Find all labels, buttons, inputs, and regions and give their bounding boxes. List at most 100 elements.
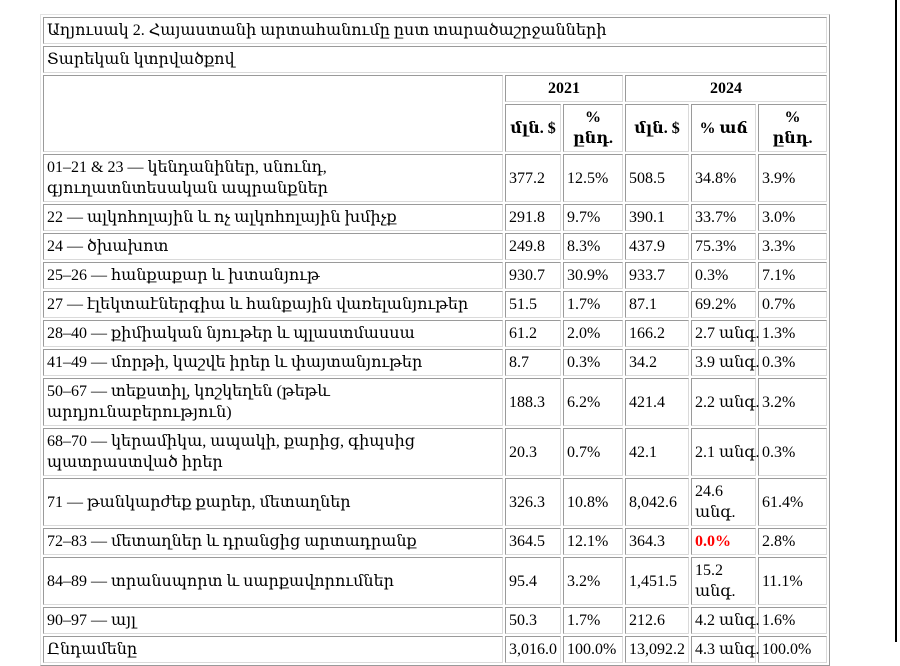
value-2024-mln: 34.2: [625, 349, 689, 376]
row-label: 24 — ծխախոտ: [43, 233, 503, 260]
year-header-2021: 2021: [505, 75, 623, 102]
row-label: 01–21 & 23 — կենդանիներ, սնունդ, գյուղատ…: [43, 154, 503, 202]
col-header-2021-mln: մլն. $: [505, 104, 561, 152]
value-2024-growth-zero-highlight: 0.0%: [691, 528, 756, 555]
table-row: 41–49 — մորթի, կաշվե իրեր և փայտանյութեր…: [43, 349, 828, 376]
value-2024-mln: 364.3: [625, 528, 689, 555]
table-title: Աղյուսակ 2. Հայաստանի արտահանումը ըստ տա…: [43, 17, 828, 44]
exports-by-commodity-table: Աղյուսակ 2. Հայաստանի արտահանումը ըստ տա…: [40, 14, 831, 666]
total-2024-mln: 13,092.2: [625, 636, 689, 663]
window-edge-line: [895, 0, 897, 642]
value-2024-share: 1.6%: [758, 607, 828, 634]
value-2024-mln: 1,451.5: [625, 557, 689, 605]
value-2021-mln: 249.8: [505, 233, 561, 260]
value-2024-share: 0.7%: [758, 291, 828, 318]
value-2021-share: 8.3%: [563, 233, 623, 260]
table-row: 25–26 — հանքաքար և խտանյութ 930.7 30.9% …: [43, 262, 828, 289]
corner-empty-cell: [43, 75, 503, 152]
value-2021-mln: 326.3: [505, 478, 561, 526]
value-2021-share: 10.8%: [563, 478, 623, 526]
row-label: 90–97 — այլ: [43, 607, 503, 634]
value-2024-share: 61.4%: [758, 478, 828, 526]
value-2021-share: 12.5%: [563, 154, 623, 202]
value-2021-share: 12.1%: [563, 528, 623, 555]
value-2021-share: 2.0%: [563, 320, 623, 347]
total-2021-share: 100.0%: [563, 636, 623, 663]
row-label: 71 — թանկարժեք քարեր, մետաղներ: [43, 478, 503, 526]
value-2024-growth: 75.3%: [691, 233, 756, 260]
value-2024-mln: 212.6: [625, 607, 689, 634]
value-2021-share: 30.9%: [563, 262, 623, 289]
total-row: Ընդամենը 3,016.0 100.0% 13,092.2 4.3 անգ…: [43, 636, 828, 663]
total-label: Ընդամենը: [43, 636, 503, 663]
table-row: 71 — թանկարժեք քարեր, մետաղներ 326.3 10.…: [43, 478, 828, 526]
value-2024-share: 11.1%: [758, 557, 828, 605]
table-subtitle: Տարեկան կտրվածքով: [43, 46, 828, 73]
value-2021-mln: 377.2: [505, 154, 561, 202]
value-2024-growth: 2.1 անգ.: [691, 428, 759, 476]
value-2021-mln: 8.7: [505, 349, 561, 376]
table-row: 27 — էլեկտաէներգիա և հանքային վառելանյու…: [43, 291, 828, 318]
value-2021-mln: 51.5: [505, 291, 561, 318]
row-label: 68–70 — կերամիկա, ապակի, քարից, գիպսից պ…: [43, 428, 503, 476]
value-2024-mln: 390.1: [625, 204, 689, 231]
row-label: 84–89 — տրանսպորտ և սարքավորումներ: [43, 557, 503, 605]
table-row: 01–21 & 23 — կենդանիներ, սնունդ, գյուղատ…: [43, 154, 828, 202]
value-2021-share: 1.7%: [563, 607, 623, 634]
value-2021-share: 0.7%: [563, 428, 623, 476]
row-label: 41–49 — մորթի, կաշվե իրեր և փայտանյութեր: [43, 349, 503, 376]
value-2024-share: 3.0%: [758, 204, 828, 231]
table-row: 84–89 — տրանսպորտ և սարքավորումներ 95.4 …: [43, 557, 828, 605]
value-2021-mln: 61.2: [505, 320, 561, 347]
value-2024-mln: 508.5: [625, 154, 689, 202]
year-header-row: 2021 2024: [43, 75, 828, 152]
value-2024-share: 0.3%: [758, 349, 828, 376]
page: Աղյուսակ 2. Հայաստանի արտահանումը ըստ տա…: [40, 14, 831, 666]
value-2024-growth: 2.7 անգ.: [691, 320, 759, 347]
value-2024-mln: 166.2: [625, 320, 689, 347]
value-2024-mln: 87.1: [625, 291, 689, 318]
value-2024-share: 7.1%: [758, 262, 828, 289]
value-2021-mln: 50.3: [505, 607, 561, 634]
col-header-2024-mln: մլն. $: [625, 104, 689, 152]
value-2021-share: 1.7%: [563, 291, 623, 318]
value-2021-share: 3.2%: [563, 557, 623, 605]
value-2021-mln: 930.7: [505, 262, 561, 289]
value-2024-growth: 3.9 անգ.: [691, 349, 759, 376]
value-2024-growth: 33.7%: [691, 204, 756, 231]
year-header-2024: 2024: [625, 75, 828, 102]
value-2021-mln: 188.3: [505, 378, 561, 426]
value-2021-mln: 364.5: [505, 528, 561, 555]
value-2024-growth: 0.3%: [691, 262, 756, 289]
value-2024-growth: 15.2 անգ.: [691, 557, 756, 605]
total-2024-share: 100.0%: [758, 636, 828, 663]
row-label: 72–83 — մետաղներ և դրանցից արտադրանք: [43, 528, 503, 555]
value-2024-growth: 69.2%: [691, 291, 756, 318]
total-2024-growth: 4.3 անգ.: [691, 636, 759, 663]
value-2024-growth: 4.2 անգ.: [691, 607, 759, 634]
value-2024-growth: 34.8%: [691, 154, 756, 202]
value-2021-mln: 20.3: [505, 428, 561, 476]
value-2021-share: 9.7%: [563, 204, 623, 231]
value-2024-share: 3.3%: [758, 233, 828, 260]
row-label: 27 — էլեկտաէներգիա և հանքային վառելանյու…: [43, 291, 503, 318]
row-label: 25–26 — հանքաքար և խտանյութ: [43, 262, 503, 289]
row-label: 50–67 — տեքստիլ, կոշկեղեն (թեթև արդյունա…: [43, 378, 503, 426]
value-2024-mln: 8,042.6: [625, 478, 689, 526]
col-header-2021-share: % ընդ.: [563, 104, 623, 152]
column-header-row: մլն. $ % ընդ. մլն. $ % աճ % ընդ.: [43, 104, 828, 152]
value-2024-mln: 933.7: [625, 262, 689, 289]
table-row: 22 — ալկոհոլային և ոչ ալկոհոլային խմիչք …: [43, 204, 828, 231]
table-row: 72–83 — մետաղներ և դրանցից արտադրանք 364…: [43, 528, 828, 555]
value-2024-share: 2.8%: [758, 528, 828, 555]
value-2021-mln: 95.4: [505, 557, 561, 605]
subtitle-row: Տարեկան կտրվածքով: [43, 46, 828, 73]
value-2024-share: 0.3%: [758, 428, 828, 476]
total-2021-mln: 3,016.0: [505, 636, 561, 663]
value-2024-share: 1.3%: [758, 320, 828, 347]
value-2024-mln: 421.4: [625, 378, 689, 426]
table-row: 50–67 — տեքստիլ, կոշկեղեն (թեթև արդյունա…: [43, 378, 828, 426]
value-2024-share: 3.2%: [758, 378, 828, 426]
col-header-2024-growth: % աճ: [691, 104, 756, 152]
value-2024-share: 3.9%: [758, 154, 828, 202]
